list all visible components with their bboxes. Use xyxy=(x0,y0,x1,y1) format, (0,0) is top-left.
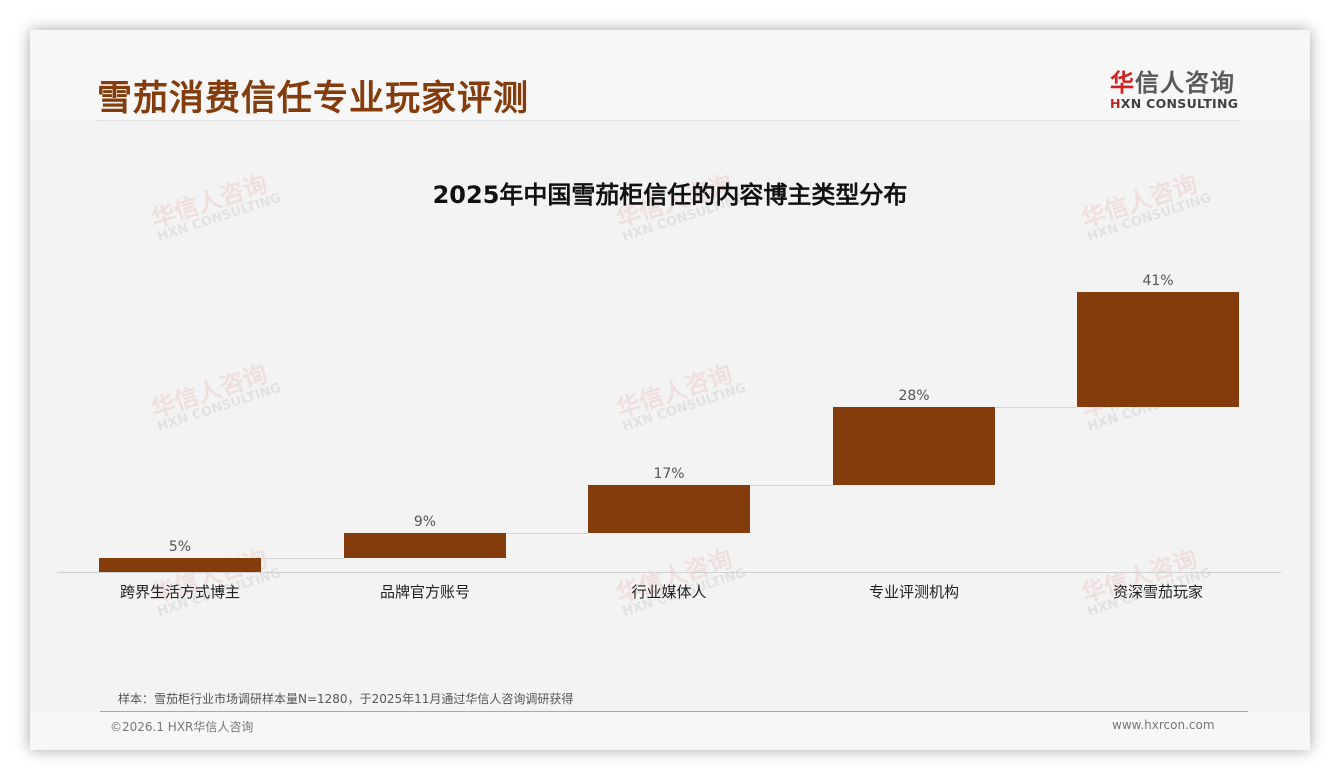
sample-note: 样本：雪茄柜行业市场调研样本量N=1280，于2025年11月通过华信人咨询调研… xyxy=(118,692,574,706)
logo-cn-text: 信人咨询 xyxy=(1135,69,1235,97)
chart-title: 2025年中国雪茄柜信任的内容博主类型分布 xyxy=(432,181,908,209)
category-label: 专业评测机构 xyxy=(868,583,959,601)
logo-cn: 华信人咨询 xyxy=(1110,63,1240,98)
connector-line xyxy=(995,406,1077,408)
logo-en-mark: H xyxy=(1110,96,1121,111)
bar xyxy=(99,558,261,572)
footer-band xyxy=(30,712,1310,750)
category-label: 资深雪茄玩家 xyxy=(1112,583,1203,601)
bar xyxy=(833,406,995,486)
logo-cn-mark: 华 xyxy=(1110,69,1135,97)
bar-value-label: 5% xyxy=(168,539,192,555)
category-label: 品牌官方账号 xyxy=(379,583,470,601)
connector-line xyxy=(506,532,588,534)
footer-divider xyxy=(100,711,1248,712)
company-logo: 华信人咨询 HXN CONSULTING xyxy=(1110,63,1240,111)
title-divider xyxy=(97,120,1240,121)
bar-value-label: 17% xyxy=(653,466,685,483)
bar-value-label: 28% xyxy=(898,387,930,404)
connector-line xyxy=(750,485,833,487)
connector-line xyxy=(261,558,344,559)
logo-en-text: XN CONSULTING xyxy=(1120,96,1239,111)
bar xyxy=(588,485,750,533)
bar xyxy=(344,532,506,558)
slide: 雪茄消费信任专业玩家评测 华信人咨询 HXN CONSULTING 华信人咨询 H… xyxy=(30,30,1310,750)
copyright: ©2026.1 HXR华信人咨询 xyxy=(110,720,254,734)
bar-value-label: 41% xyxy=(1142,273,1174,289)
x-axis-line xyxy=(57,572,1281,573)
website-link: www.hxrcon.com xyxy=(1112,718,1215,732)
bar-value-label: 9% xyxy=(413,513,437,530)
category-label: 跨界生活方式博主 xyxy=(119,583,240,601)
header-band xyxy=(30,30,1310,120)
category-label: 行业媒体人 xyxy=(631,583,707,601)
logo-en: HXN CONSULTING xyxy=(1110,96,1240,111)
page-title: 雪茄消费信任专业玩家评测 xyxy=(97,79,530,119)
bar xyxy=(1077,292,1239,407)
